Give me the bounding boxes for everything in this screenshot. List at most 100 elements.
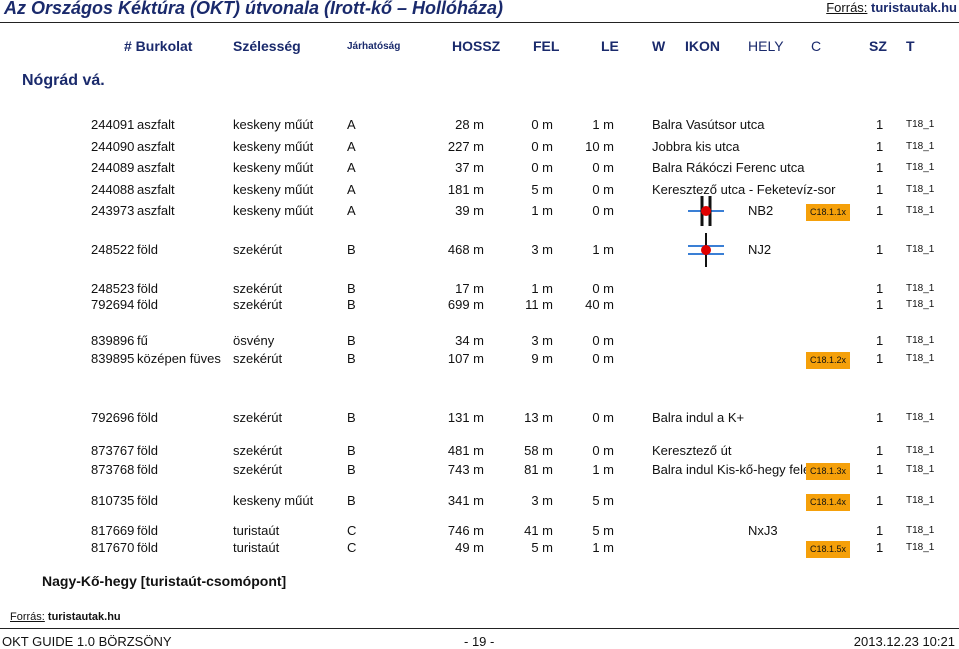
row-up: 0 m [531,117,553,132]
row-code-badge: C18.1.2x [806,352,851,369]
row-sz: 1 [876,351,884,366]
row-down: 1 m [592,462,614,477]
row-surface: föld [137,297,158,312]
row-t: T18_1 [906,445,935,456]
row-length: 743 m [447,462,484,477]
row-sz: 1 [876,203,884,218]
row-t: T18_1 [906,525,935,536]
row-sz: 1 [876,333,884,348]
row-sz: 1 [876,117,884,132]
row-width: keskeny műút [233,182,314,197]
row-up: 0 m [531,160,553,175]
row-passability: B [347,297,356,312]
row-id: 839895 [91,351,135,366]
col-header-c: C [811,38,822,54]
row-place: NB2 [748,203,774,218]
row-length: 699 m [447,297,484,312]
summit-label: Nagy-Kő-hegy [turistaút-csomópont] [42,573,287,589]
row-up: 3 m [531,333,553,348]
row-id: 248523 [91,281,135,296]
row-id: 792696 [91,410,135,425]
row-up: 3 m [531,493,553,508]
row-up: 58 m [524,443,553,458]
row-down: 0 m [592,443,614,458]
row-length: 468 m [447,242,484,257]
col-header-w: W [652,38,666,54]
row-length: 49 m [455,540,484,555]
row-down: 1 m [592,540,614,555]
row-up: 3 m [531,242,553,257]
row-surface: középen füves [137,351,221,366]
row-down: 10 m [585,139,614,154]
row-t: T18_1 [906,542,935,553]
col-header-down: LE [601,38,619,54]
row-width: szekérút [233,351,283,366]
row-sz: 1 [876,443,884,458]
row-width: ösvény [233,333,275,348]
row-passability: A [347,139,356,154]
row-description: Balra Rákóczi Ferenc utca [652,160,805,175]
title-divider [0,22,959,23]
bottom-source-url[interactable]: turistautak.hu [47,611,121,623]
bottom-source[interactable]: Forrás: turistautak.hu [10,611,121,623]
row-down: 1 m [592,242,614,257]
row-t: T18_1 [906,119,935,130]
row-width: szekérút [233,297,283,312]
row-surface: föld [137,493,158,508]
row-id: 244088 [91,182,135,197]
row-sz: 1 [876,493,884,508]
footer-guide: OKT GUIDE 1.0 BÖRZSÖNY [2,634,172,649]
row-length: 34 m [455,333,484,348]
row-code-badge: C18.1.4x [806,494,851,511]
row-code-badge: C18.1.3x [806,463,851,480]
row-surface: aszfalt [137,139,175,154]
row-length: 227 m [447,139,484,154]
row-sz: 1 [876,281,884,296]
row-passability: C [347,540,357,555]
row-down: 5 m [592,523,614,538]
row-t: T18_1 [906,412,935,423]
row-width: keskeny műút [233,117,314,132]
col-header-surface: # Burkolat [124,38,193,54]
row-t: T18_1 [906,205,935,216]
row-sz: 1 [876,523,884,538]
row-id: 839896 [91,333,135,348]
row-width: keskeny műút [233,203,314,218]
row-description: Balra Vasútsor utca [652,117,765,132]
row-id: 248522 [91,242,135,257]
row-width: keskeny műút [233,160,314,175]
row-sz: 1 [876,540,884,555]
row-surface: föld [137,540,158,555]
row-down: 0 m [592,182,614,197]
row-width: keskeny műút [233,139,314,154]
row-up: 1 m [531,281,553,296]
row-up: 5 m [531,540,553,555]
row-down: 0 m [592,203,614,218]
row-surface: föld [137,410,158,425]
row-surface: föld [137,281,158,296]
row-sz: 1 [876,160,884,175]
row-passability: B [347,242,356,257]
row-id: 244090 [91,139,135,154]
bottom-source-label: Forrás: [10,611,45,623]
row-t: T18_1 [906,299,935,310]
row-length: 17 m [455,281,484,296]
row-passability: B [347,281,356,296]
row-up: 41 m [524,523,553,538]
row-up: 11 m [525,297,553,312]
row-description: Balra indul a K+ [652,410,745,425]
row-surface: föld [137,443,158,458]
source-link[interactable]: Forrás: turistautak.hu [826,0,957,15]
footer-divider [0,628,959,629]
row-t: T18_1 [906,141,935,152]
row-t: T18_1 [906,464,935,475]
col-header-length: HOSSZ [452,38,501,54]
source-url[interactable]: turistautak.hu [871,0,957,15]
row-width: szekérút [233,462,283,477]
row-description: Jobbra kis utca [652,139,740,154]
col-header-up: FEL [533,38,560,54]
row-passability: B [347,493,356,508]
trail-junction-icon [688,196,724,226]
row-t: T18_1 [906,353,935,364]
row-down: 40 m [585,297,614,312]
